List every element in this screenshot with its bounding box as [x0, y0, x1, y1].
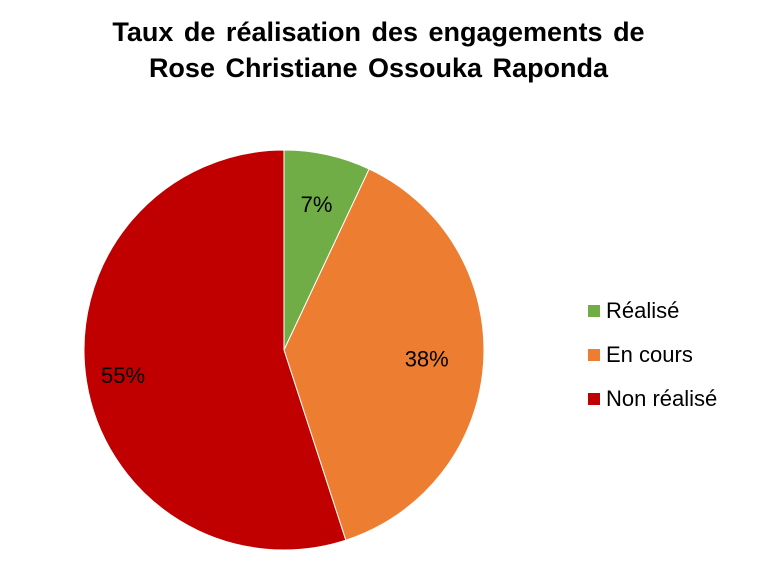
chart-title-line-1: Taux de réalisation des engagements de [112, 17, 645, 47]
legend-swatch-realise [588, 305, 600, 317]
legend-item-non-realise: Non réalisé [588, 377, 717, 421]
data-label-realise: 7% [301, 192, 333, 217]
chart-title-line-2: Rose Christiane Ossouka Raponda [148, 53, 609, 83]
data-label-non-realise: 55% [101, 363, 145, 388]
legend-label-non-realise: Non réalisé [606, 386, 718, 411]
legend-item-realise: Réalisé [588, 289, 717, 333]
data-label-en-cours: 38% [405, 346, 449, 371]
legend-label-realise: Réalisé [606, 298, 680, 323]
legend-label-en-cours: En cours [606, 342, 693, 367]
legend-item-en-cours: En cours [588, 333, 717, 377]
chart-title: Taux de réalisation des engagements de R… [0, 14, 757, 86]
pie-slice-non-realise [83, 149, 347, 551]
chart-legend: Réalisé En cours Non réalisé [588, 289, 717, 421]
pie-slice-en-cours [283, 168, 485, 541]
legend-swatch-en-cours [588, 349, 600, 361]
legend-swatch-non-realise [588, 393, 600, 405]
